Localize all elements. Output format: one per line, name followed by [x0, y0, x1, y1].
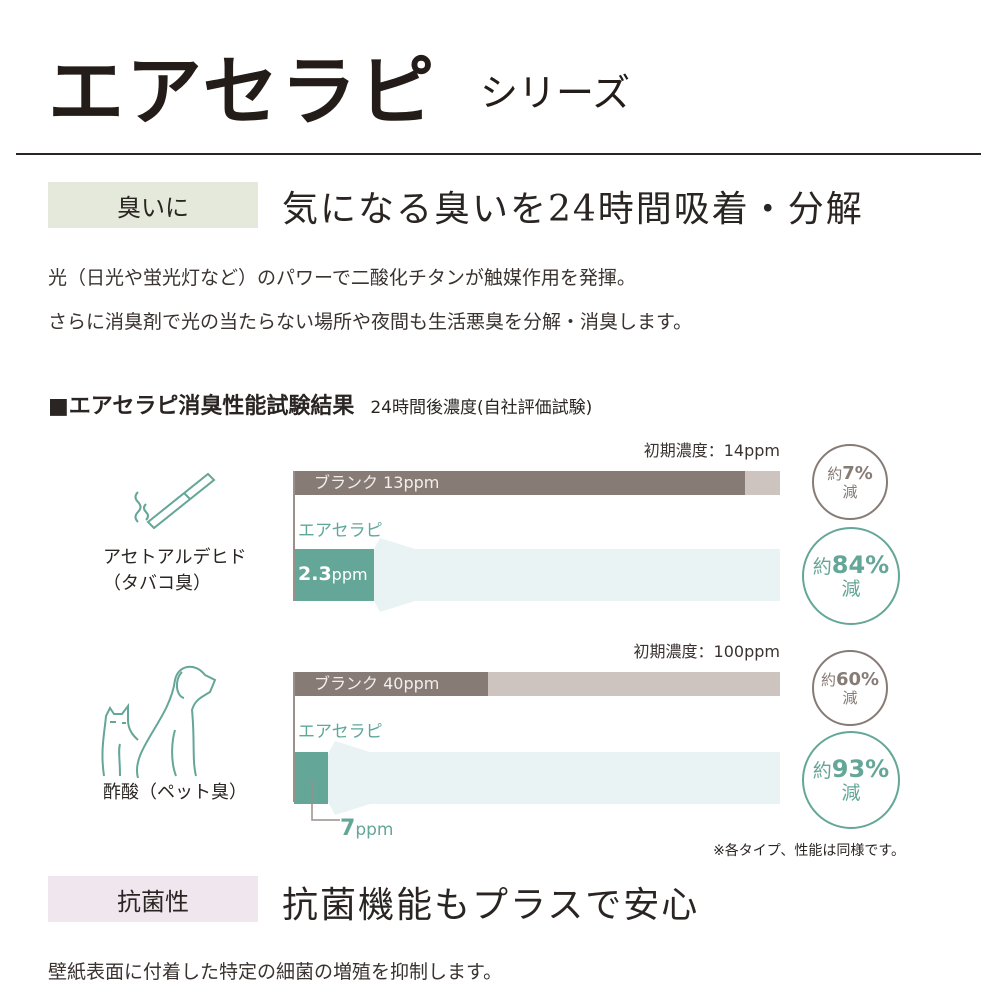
- category-label: 酢酸: [103, 782, 139, 803]
- blank-bar-track: ブランク 40ppm: [294, 672, 780, 696]
- footnote: ※各タイプ、性能は同様です。: [713, 843, 905, 859]
- odor-tag: 臭いに: [48, 182, 258, 228]
- leader-line: [311, 780, 340, 821]
- reduction-arrow: [360, 538, 780, 612]
- odor-description: 光（日光や蛍光灯など）のパワーで二酸化チタンが触媒作用を発揮。 さらに消臭剤で光…: [48, 256, 692, 344]
- cigarette-icon: [134, 472, 216, 530]
- odor-heading: 気になる臭いを24時間吸着・分解: [282, 189, 864, 230]
- blank-bar-track: ブランク 13ppm: [294, 471, 780, 495]
- dog-cat-icon: [101, 665, 217, 778]
- page-title: エアセラピ: [48, 47, 437, 136]
- page-subtitle: シリーズ: [480, 71, 631, 115]
- initial-concentration: 初期濃度：14ppm: [643, 441, 780, 460]
- category-acetaldehyde: アセトアルデヒド （タバコ臭）: [103, 545, 246, 597]
- test-subtitle: 24時間後濃度(自社評価試験): [370, 398, 593, 418]
- product-reduction-badge: 約84% 減: [802, 527, 900, 625]
- test-section-title: ■エアセラピ消臭性能試験結果 24時間後濃度(自社評価試験): [48, 388, 592, 420]
- antibac-tag: 抗菌性: [48, 876, 258, 922]
- product-reduction-badge: 約93% 減: [802, 731, 900, 829]
- category-sub: （ペット臭）: [139, 782, 247, 803]
- product-value: 7ppm: [340, 816, 394, 841]
- odor-line: さらに消臭剤で光の当たらない場所や夜間も生活悪臭を分解・消臭します。: [48, 311, 693, 333]
- product-bar: 2.3ppm: [294, 549, 374, 601]
- blank-reduction-badge: 約60% 減: [812, 650, 888, 726]
- product-label: エアセラピ: [298, 521, 383, 541]
- blank-reduction-badge: 約7% 減: [812, 444, 888, 520]
- divider: [16, 153, 981, 155]
- category-sub: （タバコ臭）: [103, 573, 211, 594]
- category-label: アセトアルデヒド: [103, 547, 247, 568]
- reduction-arrow: [315, 741, 780, 815]
- category-acetic-acid: 酢酸（ペット臭）: [103, 780, 247, 806]
- axis-line: [293, 672, 295, 802]
- test-title: ■エアセラピ消臭性能試験結果: [48, 394, 355, 419]
- blank-bar: ブランク 13ppm: [294, 471, 746, 495]
- product-value: 2.3ppm: [298, 563, 368, 585]
- blank-bar: ブランク 40ppm: [294, 672, 489, 696]
- product-bar: [294, 752, 329, 804]
- product-label: エアセラピ: [298, 722, 383, 742]
- antibac-description: 壁紙表面に付着した特定の細菌の増殖を抑制します。: [48, 961, 503, 983]
- antibac-heading: 抗菌機能もプラスで安心: [282, 885, 700, 926]
- odor-line: 光（日光や蛍光灯など）のパワーで二酸化チタンが触媒作用を発揮。: [48, 267, 636, 289]
- initial-concentration: 初期濃度：100ppm: [633, 642, 780, 661]
- axis-line: [293, 471, 295, 601]
